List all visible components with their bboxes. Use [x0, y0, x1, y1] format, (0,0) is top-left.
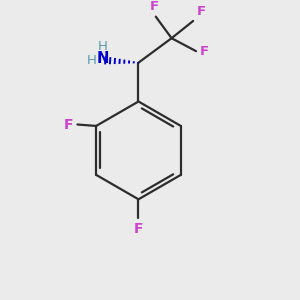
Text: F: F [64, 118, 73, 131]
Text: F: F [134, 222, 143, 236]
Text: F: F [200, 45, 208, 58]
Text: H: H [87, 54, 97, 67]
Text: N: N [96, 51, 109, 66]
Text: H: H [98, 40, 107, 52]
Text: F: F [196, 5, 206, 18]
Text: F: F [150, 0, 159, 13]
